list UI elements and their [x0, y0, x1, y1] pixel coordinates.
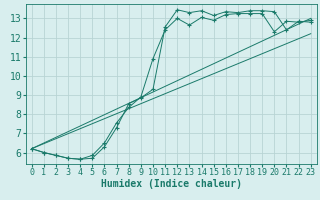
X-axis label: Humidex (Indice chaleur): Humidex (Indice chaleur): [101, 179, 242, 189]
